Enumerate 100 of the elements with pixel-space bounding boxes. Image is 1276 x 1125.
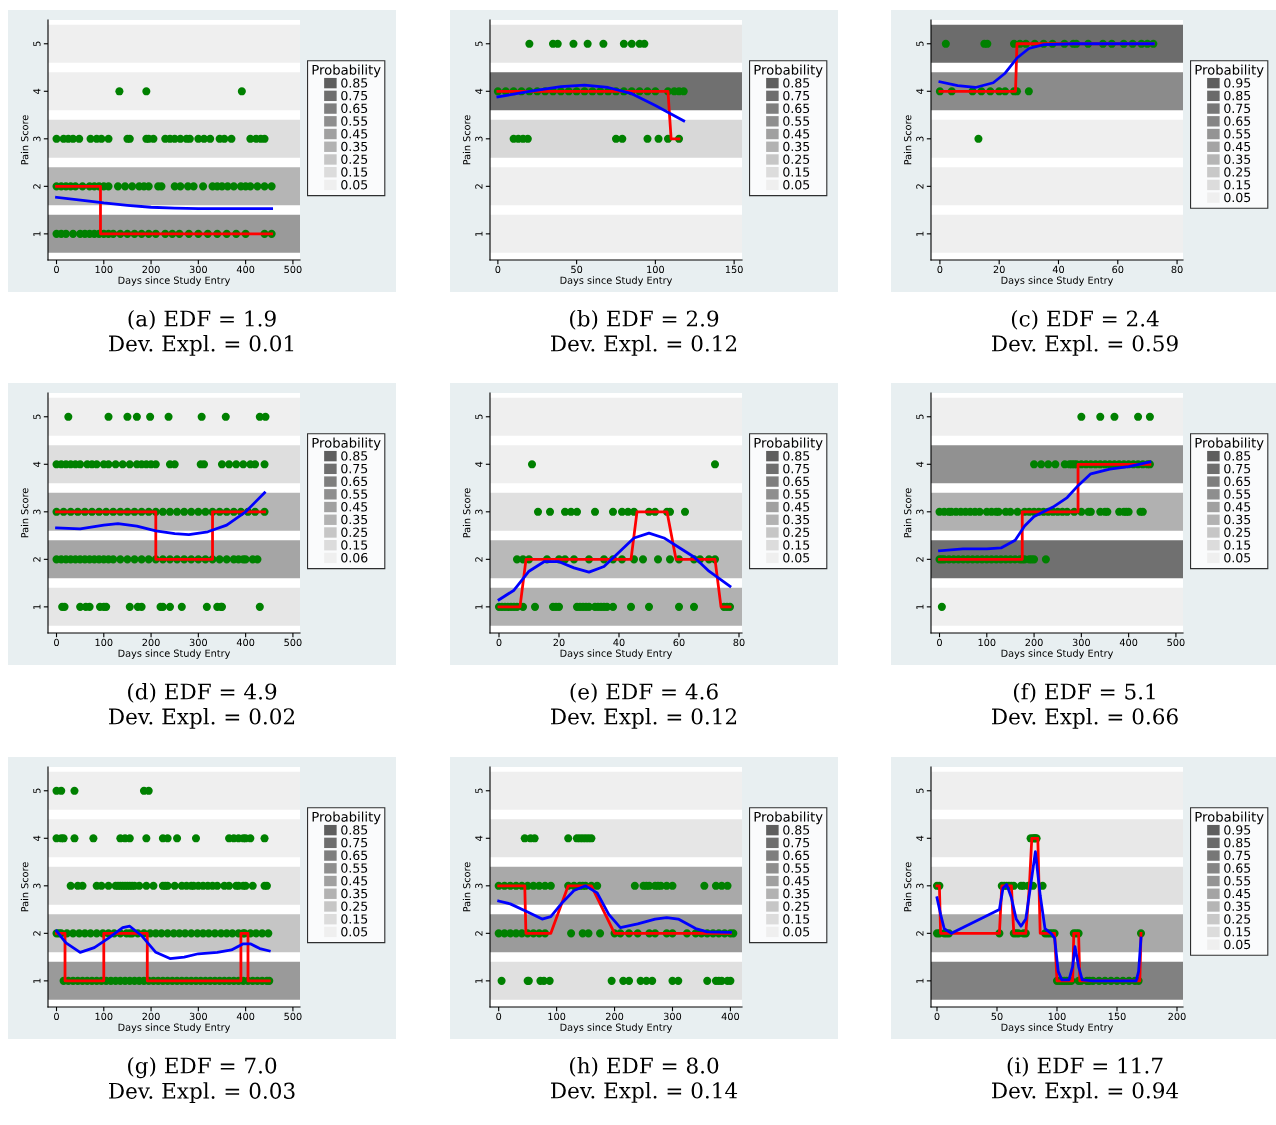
x-tick-label: 100 (1048, 1012, 1066, 1021)
legend-label: 0.05 (783, 926, 810, 937)
x-tick-label: 0 (937, 265, 943, 274)
x-tick-label: 200 (1168, 1012, 1186, 1021)
legend-label: 0.65 (341, 850, 368, 861)
legend-label: 0.65 (341, 476, 368, 487)
y-tick-label: 2 (33, 557, 41, 562)
y-tick-label: 1 (33, 604, 41, 609)
legend-title: Probability (312, 64, 381, 78)
x-tick-label: 500 (284, 638, 302, 647)
x-tick-label: 300 (663, 1012, 682, 1021)
legend-label: 0.45 (341, 502, 368, 512)
y-tick-label: 2 (33, 931, 41, 936)
x-tick-label: 80 (733, 638, 745, 647)
y-tick-label: 3 (33, 136, 41, 142)
y-axis-title: Pain Score (903, 862, 912, 912)
legend-label: 0.45 (783, 502, 810, 512)
legend-label: 0.45 (341, 129, 368, 139)
legend-label: 0.85 (783, 78, 810, 88)
y-tick-label: 3 (475, 883, 483, 889)
legend-label: 0.25 (783, 901, 810, 911)
x-axis-title: Days since Study Entry (1001, 1023, 1114, 1033)
x-tick-label: 400 (1119, 638, 1138, 647)
legend-label: 0.75 (783, 463, 810, 474)
x-tick-label: 400 (236, 265, 255, 274)
y-axis-title: Pain Score (462, 488, 471, 538)
x-tick-label: 100 (647, 265, 665, 274)
x-tick-label: 300 (189, 1012, 207, 1021)
legend-label: 0.45 (1224, 502, 1251, 512)
legend-label: 0.25 (1224, 167, 1251, 177)
legend-title: Probability (1195, 437, 1264, 451)
y-tick-label: 4 (475, 88, 483, 94)
y-tick-label: 1 (475, 231, 483, 236)
y-tick-label: 3 (33, 883, 41, 889)
y-tick-label: 1 (916, 604, 924, 609)
legend-label: 0.05 (341, 179, 368, 190)
y-tick-label: 1 (916, 978, 924, 983)
y-tick-label: 2 (916, 557, 924, 562)
x-tick-label: 50 (991, 1012, 1003, 1021)
legend-label: 0.45 (783, 129, 810, 139)
y-tick-label: 4 (33, 835, 41, 841)
y-tick-label: 1 (33, 978, 41, 983)
x-axis-title: Days since Study Entry (1001, 276, 1114, 286)
legend-label: 0.05 (783, 552, 810, 563)
x-tick-label: 200 (605, 1012, 624, 1021)
y-tick-label: 5 (475, 414, 483, 420)
legend-label: 0.65 (341, 103, 368, 114)
legend-label: 0.45 (341, 876, 368, 886)
y-tick-label: 5 (33, 41, 41, 47)
text: (a) EDF = 1.9 Dev. Expl. = 0.01 (109, 310, 294, 356)
legend-label: 0.45 (783, 876, 810, 886)
legend-label: 0.35 (341, 141, 368, 152)
legend-title: Probability (1195, 64, 1264, 78)
y-axis-title: Pain Score (20, 115, 29, 165)
legend-label: 0.25 (341, 154, 368, 164)
legend-label: 0.65 (783, 476, 810, 487)
y-tick-label: 4 (916, 88, 924, 94)
y-tick-label: 1 (33, 231, 41, 236)
y-tick-label: 3 (916, 136, 924, 142)
x-tick-label: 200 (1025, 638, 1043, 647)
legend-label: 0.55 (341, 863, 368, 873)
x-tick-label: 100 (95, 1012, 113, 1021)
x-tick-label: 0 (937, 638, 942, 647)
y-tick-label: 5 (33, 788, 41, 794)
y-tick-label: 5 (916, 414, 924, 420)
y-tick-label: 4 (916, 835, 924, 841)
legend-title: Probability (1195, 811, 1264, 825)
legend-label: 0.75 (783, 837, 810, 848)
legend-label: 0.35 (1224, 514, 1251, 525)
legend-label: 0.25 (1224, 914, 1251, 924)
y-tick-label: 1 (475, 604, 483, 609)
legend-label: 0.25 (341, 901, 368, 911)
legend-label: 0.15 (783, 914, 810, 924)
legend-label: 0.55 (783, 489, 810, 499)
y-tick-label: 3 (916, 883, 924, 889)
legend-label: 0.05 (1224, 939, 1251, 950)
legend-label: 0.25 (341, 527, 368, 537)
legend-label: 0.65 (1224, 863, 1251, 873)
legend-label: 0.15 (783, 540, 810, 550)
legend-label: 0.95 (1224, 78, 1251, 88)
legend-label: 0.85 (1224, 451, 1251, 461)
legend-label: 0.35 (783, 514, 810, 525)
legend-label: 0.35 (341, 888, 368, 899)
x-tick-label: 0 (496, 638, 502, 647)
y-tick-label: 5 (33, 414, 41, 420)
x-tick-label: 0 (495, 265, 501, 274)
x-tick-label: 50 (571, 265, 583, 274)
y-tick-label: 5 (916, 788, 924, 794)
legend-label: 0.75 (783, 90, 810, 101)
y-tick-label: 3 (916, 509, 924, 515)
text: (i) EDF = 11.7 Dev. Expl. = 0.94 (992, 1057, 1179, 1103)
y-axis-title: Pain Score (903, 488, 912, 538)
x-tick-label: 500 (1167, 638, 1185, 647)
y-tick-label: 4 (33, 461, 41, 467)
x-tick-label: 20 (993, 265, 1005, 274)
legend-label: 0.85 (341, 825, 368, 835)
legend-label: 0.55 (341, 489, 368, 499)
x-tick-label: 400 (236, 1012, 255, 1021)
y-axis-title: Pain Score (462, 862, 471, 912)
legend-label: 0.35 (1224, 901, 1251, 911)
